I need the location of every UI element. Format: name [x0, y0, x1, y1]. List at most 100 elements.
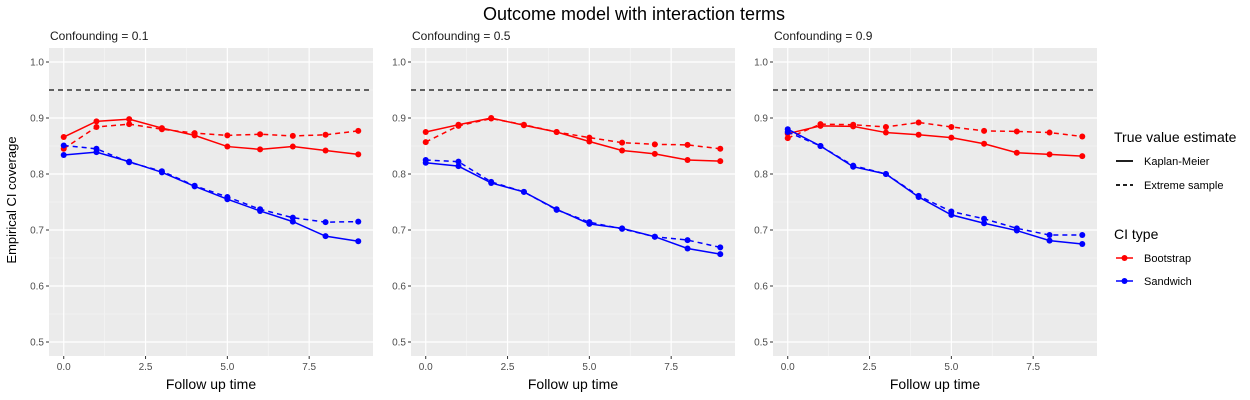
y-tick-label: 0.5 — [392, 338, 406, 349]
y-tick-label: 0.7 — [392, 226, 406, 237]
x-axis-label: Follow up time — [528, 376, 618, 392]
x-tick-label: 5.0 — [220, 362, 234, 373]
data-point-sandwich-extreme-sample — [619, 225, 626, 232]
panel-3: Confounding = 0.9 0.5 0.6 0.7 0.8 0.9 1.0 0.0 2.… — [754, 29, 1097, 392]
data-point-sandwich-extreme-sample — [684, 237, 691, 244]
data-point-bootstrap-extreme-sample — [850, 121, 857, 128]
panel-title: Confounding = 0.5 — [412, 29, 511, 43]
data-point-bootstrap-extreme-sample — [520, 121, 527, 128]
data-point-bootstrap-kaplan-meier — [322, 147, 329, 154]
data-point-bootstrap-extreme-sample — [784, 135, 791, 142]
figure-title: Outcome model with interaction terms — [483, 4, 785, 24]
data-point-bootstrap-extreme-sample — [158, 126, 165, 133]
data-point-bootstrap-extreme-sample — [93, 123, 100, 130]
data-point-sandwich-extreme-sample — [224, 193, 231, 200]
legend: True value estimate Kaplan-Meier Extreme… — [1114, 129, 1237, 288]
series-line-bootstrap-extreme-sample — [425, 117, 721, 150]
data-point-sandwich-extreme-sample — [455, 158, 462, 165]
series-line-sandwich-kaplan-meier — [425, 162, 721, 255]
y-tick-label: 1.0 — [30, 58, 44, 69]
data-point-bootstrap-kaplan-meier — [1013, 149, 1020, 156]
y-tick-label: 0.6 — [30, 282, 44, 293]
data-point-bootstrap-kaplan-meier — [717, 158, 724, 165]
legend-sandwich-key-point — [1121, 278, 1128, 284]
data-point-bootstrap-extreme-sample — [882, 123, 889, 130]
data-point-sandwich-extreme-sample — [422, 157, 429, 163]
legend-sandwich-label: Sandwich — [1144, 276, 1192, 288]
data-point-sandwich-kaplan-meier — [717, 251, 724, 258]
data-point-bootstrap-extreme-sample — [817, 121, 824, 128]
data-point-sandwich-extreme-sample — [1079, 232, 1086, 239]
data-point-bootstrap-kaplan-meier — [60, 134, 67, 141]
legend-ci-type-title: CI type — [1114, 226, 1159, 242]
y-tick-label: 0.8 — [30, 170, 44, 181]
data-point-sandwich-extreme-sample — [488, 178, 495, 185]
data-point-bootstrap-kaplan-meier — [651, 150, 658, 157]
data-point-bootstrap-extreme-sample — [1013, 128, 1020, 135]
data-point-sandwich-extreme-sample — [1013, 225, 1020, 232]
data-point-bootstrap-extreme-sample — [553, 129, 560, 135]
y-tick-label: 0.7 — [30, 226, 44, 237]
series-line-bootstrap-kaplan-meier — [425, 117, 721, 162]
series-line-sandwich-extreme-sample — [425, 159, 721, 249]
data-point-bootstrap-extreme-sample — [455, 122, 462, 129]
y-tick-label: 1.0 — [392, 58, 406, 69]
panel-title: Confounding = 0.1 — [50, 29, 149, 43]
x-tick-label: 2.5 — [501, 362, 515, 373]
data-point-bootstrap-kaplan-meier — [289, 143, 296, 150]
x-tick-label: 7.5 — [664, 362, 678, 373]
data-point-sandwich-extreme-sample — [850, 162, 857, 169]
x-tick-label: 5.0 — [582, 362, 596, 373]
data-point-sandwich-extreme-sample — [158, 168, 165, 175]
data-point-bootstrap-extreme-sample — [422, 139, 429, 146]
data-point-sandwich-extreme-sample — [355, 218, 362, 225]
data-point-sandwich-kaplan-meier — [1046, 237, 1053, 244]
data-point-bootstrap-extreme-sample — [488, 115, 495, 122]
data-point-sandwich-extreme-sample — [126, 159, 133, 166]
data-point-bootstrap-kaplan-meier — [1046, 151, 1053, 158]
x-axis-label: Follow up time — [890, 376, 980, 392]
data-point-sandwich-kaplan-meier — [684, 245, 691, 252]
data-point-bootstrap-kaplan-meier — [355, 151, 362, 158]
data-point-bootstrap-extreme-sample — [1046, 129, 1053, 136]
data-point-bootstrap-extreme-sample — [191, 130, 198, 137]
y-tick-label: 0.9 — [392, 114, 406, 125]
data-point-bootstrap-extreme-sample — [1079, 133, 1086, 140]
data-point-bootstrap-extreme-sample — [224, 132, 231, 139]
x-tick-label: 5.0 — [944, 362, 958, 373]
x-tick-label: 7.5 — [302, 362, 316, 373]
y-tick-label: 0.5 — [754, 338, 768, 349]
data-point-sandwich-kaplan-meier — [60, 151, 67, 158]
x-axis-label: Follow up time — [166, 376, 256, 392]
data-point-sandwich-extreme-sample — [784, 129, 791, 135]
y-tick-label: 0.6 — [754, 282, 768, 293]
series-line-sandwich-extreme-sample — [787, 131, 1083, 236]
series-line-sandwich-extreme-sample — [63, 144, 359, 223]
data-point-bootstrap-kaplan-meier — [257, 146, 264, 153]
data-point-sandwich-extreme-sample — [651, 233, 658, 240]
data-point-bootstrap-extreme-sample — [948, 123, 955, 130]
data-point-sandwich-extreme-sample — [191, 182, 198, 189]
y-tick-label: 0.9 — [30, 114, 44, 125]
data-point-bootstrap-extreme-sample — [355, 127, 362, 134]
data-point-bootstrap-extreme-sample — [651, 141, 658, 148]
panel-1: Confounding = 0.1 0.5 0.6 0.7 0.8 0.9 1.0 0.0 2.… — [30, 29, 373, 392]
data-point-sandwich-kaplan-meier — [981, 220, 988, 227]
data-point-sandwich-extreme-sample — [257, 206, 264, 213]
data-point-sandwich-extreme-sample — [289, 214, 296, 221]
data-point-sandwich-extreme-sample — [717, 244, 724, 251]
data-point-bootstrap-extreme-sample — [981, 127, 988, 134]
series-line-bootstrap-extreme-sample — [63, 123, 359, 150]
data-point-sandwich-extreme-sample — [93, 145, 100, 152]
data-point-bootstrap-extreme-sample — [717, 145, 724, 152]
data-point-sandwich-kaplan-meier — [1079, 241, 1086, 247]
data-point-sandwich-kaplan-meier — [455, 163, 462, 170]
y-tick-label: 0.8 — [392, 170, 406, 181]
x-tick-label: 2.5 — [139, 362, 153, 373]
data-point-bootstrap-kaplan-meier — [619, 147, 626, 154]
data-point-sandwich-extreme-sample — [553, 206, 560, 213]
data-point-sandwich-extreme-sample — [915, 192, 922, 199]
data-point-bootstrap-extreme-sample — [322, 131, 329, 138]
facet-panels: Confounding = 0.1 0.5 0.6 0.7 0.8 0.9 1.0 0.0 2.… — [30, 29, 1097, 392]
data-point-bootstrap-extreme-sample — [289, 132, 296, 139]
